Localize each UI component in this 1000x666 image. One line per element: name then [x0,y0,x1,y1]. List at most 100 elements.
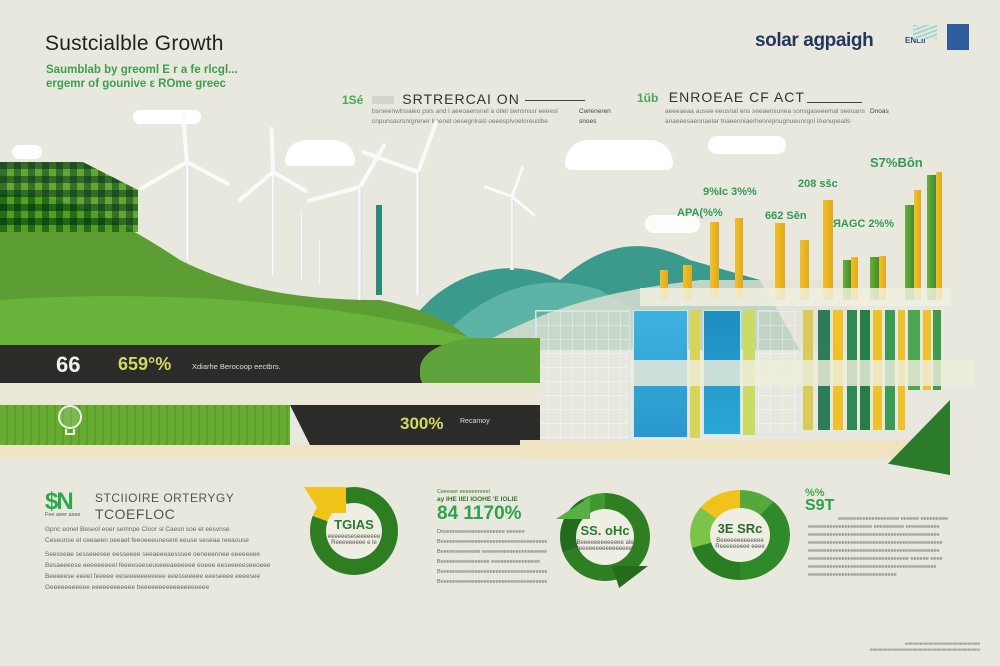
lightbulb-icon [58,405,82,429]
body-line: Beeeeese eeeel feeeee eeseeeeeeeeeee eee… [45,573,261,580]
turbine-pole [510,195,514,270]
lightbulb-base-icon [65,429,75,435]
stat-band-bottom [290,405,540,445]
body-line: Beeeeeeeeeeeeeeeeeeeeeeeeeeeeeeeeeeeeee [437,569,547,575]
section-side-note: Dnoas [870,108,889,115]
section-side-note: Cwreneren snoes [579,108,611,125]
page-subtitle: Saumblab by greoml E r a fe rlcgl... erg… [46,63,296,91]
cloud-icon [285,140,355,166]
chart-column [933,310,941,390]
chart-bar [851,257,858,300]
section-rule [525,100,585,101]
chart-bar [823,200,833,300]
section-number: 1Sé [342,93,364,107]
chart-bar [905,205,914,300]
turbine-pole [415,170,420,295]
cloud-icon [12,145,42,159]
chart-bar [800,240,809,300]
brand-logo-text: solar agpaigh [755,30,874,51]
crop-field [0,405,290,445]
donut-sub: Reeeeeeeee eeee [715,543,765,550]
heading-line: TCOEFLOC [95,506,176,522]
chart-bar [927,175,936,300]
band-percentage: 659°% [118,354,172,374]
subtitle-line: Saumblab by greoml E r a fe rlcgl... [46,64,238,76]
donut-value: 3E SRc [717,520,763,536]
stat-body: Deseeneeeeeeeeeeeeeeee eeeeee Beeeeeeeee… [437,527,547,587]
donut-sub: Reeeeeeeeeeeeeeeee [574,545,636,552]
footer-line: eeeeeeeeeeeeeeeeeeeeeeeeeeeeeeeeeeeeeeee… [870,647,980,652]
band-caption-2: Recamoy [460,418,490,425]
chart-annotation: APA(%% [677,207,723,219]
stat-small-label: Ceeeaer eeeseereeel [437,489,490,495]
bottom-left-heading: STCIIOIRE ORTERYGY TCOEFLOC [95,490,234,522]
chart-faded-band [640,288,950,306]
chart-bar [660,270,668,300]
body-line: Gpnc eonel Beseol eoer semnpe Cloor sl C… [45,526,230,533]
chart-column [923,310,931,390]
chart-annotation: 9%Ic 3%% [703,186,757,198]
donut-value: TGIAS [334,516,374,532]
turbine-pole [185,160,190,260]
body-line: Beeeeeeeeeeeeeeeeeeeeeeeeeeeeeeeeeeeeeee… [437,579,547,585]
body-line: eeeeeeeeeeeeeeeeeeeee eeeeeeeeee eeeeeee… [808,524,940,530]
turbine-blade [269,126,275,173]
section-header-2: 1ŭb ENROEAE CF ACT [637,89,805,107]
donut-sub: Beeeeeeeeeeeee [716,537,764,544]
page-title: Sustcialble Growth [45,32,224,55]
turbine-pole [300,210,303,280]
donut-highlight [304,487,346,513]
body-line: anaeeesaennaelar tnaeenniaerhenrepnugnue… [665,118,851,125]
body-line: eeeeeeeeeeeeeeeeeeee eeeeee eeeeeeeee [838,516,949,522]
ground-strip [0,445,540,457]
body-line: Beeeeeeeeeeeeeeee eeeeeeeeeeeeeeee [437,559,541,565]
section-body: bsrseenwlnsaieo psls and l aeeoaensnel a… [372,107,582,127]
donut-center: TGIAS eeeeeeseseeeeeee Reeeeeeeee e le [326,503,382,559]
chart-annotation: 208 sšc [798,178,838,190]
turbine-pole [376,205,382,295]
donut-chart-3: 3E SRc Beeeeeeeeeeeee Reeeeeeeee eeee [690,490,790,580]
donut-sub: Reeeeeeeee e le [331,539,377,546]
body-line: Deseeneeeeeeeeeeeeeeee eeeeee [437,529,525,535]
donut-center: SS. oHc Beeeeeeeeeeeee ale Reeeeeeeeeeee… [574,509,636,565]
cloud-icon [133,110,201,124]
growth-bar-chart [655,170,955,300]
logo-map-icon [947,24,969,50]
stat-band-top [0,345,470,383]
arrow-tail-icon [612,566,648,588]
heading-line: STCIIOIRE ORTERYGY [95,491,235,505]
turbine-pole [318,240,321,285]
section-rule [807,102,862,103]
tiny-label: Fee aeer asee [45,512,81,518]
stat-label: ay IHE IIEI IOOHE 'E IOLIE [437,496,518,503]
chart-bar [683,265,692,300]
body-line: eeeeeeeeeeeeeeeeeeeeeeeeeeeeeeeeeeeeeeee… [808,532,940,538]
body-line: Beeeeeeeeeeeee eeeeeeeeeeeeeeeeeeeeeeeee… [437,549,547,555]
chart-bar [710,222,719,300]
dollar-icon: $N [45,488,74,515]
cloud-icon [708,136,786,154]
brand-logo-suffix: ENLII [905,36,926,45]
chart-bar [879,256,886,300]
chart-bar [843,260,851,300]
body-line: Ceseunse el ceeaeen oeeaet feeoeeeunesen… [45,537,249,544]
donut-center: 3E SRc Beeeeeeeeeeeee Reeeeeeeee eeee [710,508,770,562]
panel-faded-band [630,360,975,386]
section-header-1: 1Sé SRTRERCAI ON [342,91,520,109]
chart-bar [936,172,942,300]
right-value-top: %% [805,487,825,499]
subtitle-line: ergemr of gounive ε ROme greec [46,78,226,90]
solar-panel [535,310,630,440]
turbine-pole [271,170,275,275]
section-number: 1ŭb [637,91,659,105]
body-line: eeeeeeeeeeeeeeeeeeeeeeeeeeeee [808,572,897,578]
body-line: cnpunsasrsnrgrener lraenet oesegnlrasl o… [372,118,548,125]
body-line: Seesseae sesseeesee eesseeee seeaeeeaess… [45,551,261,558]
section-body: aeeeaeaa ausee eeusnal ens seeaensunea s… [665,107,875,127]
cloud-icon [645,215,700,233]
chart-bar [735,218,743,300]
body-line: eeeeeeeeeeeeeeeeeeeeeeeeeeeeeeeee eeeeee… [808,556,943,562]
chart-bar [870,257,879,300]
body-line: aeeeaeaa ausee eeusnal ens seeaensunea s… [665,108,865,115]
bottom-left-body: Gpnc eonel Beseol eoer semnpe Cloor sl C… [45,524,275,593]
